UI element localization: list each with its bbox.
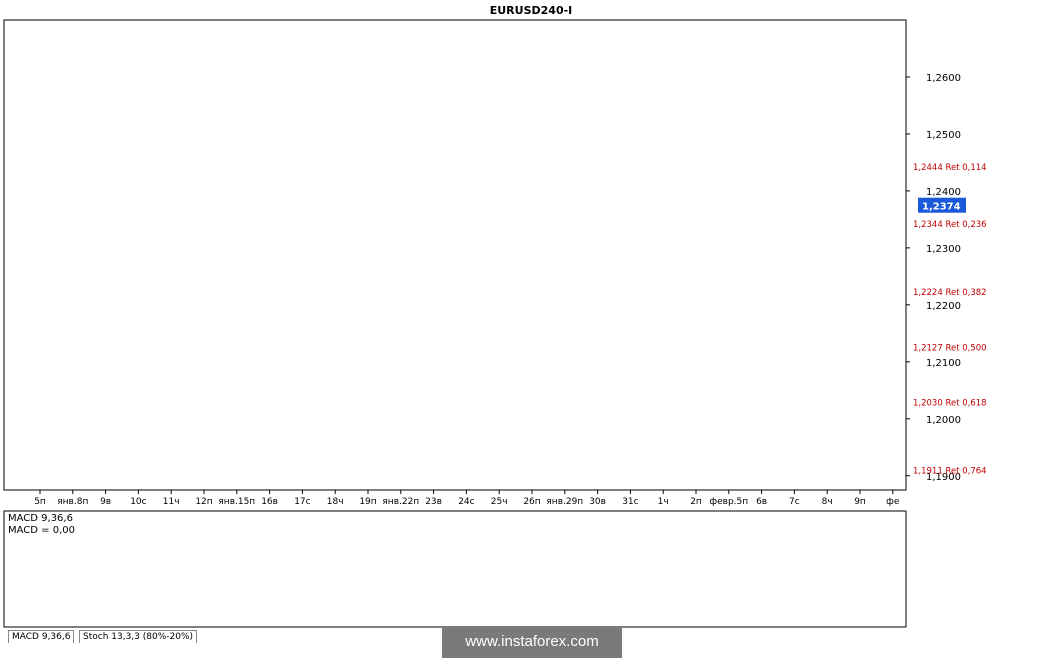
x-tick-label: 19п bbox=[359, 497, 376, 507]
fib-level-label: 1,2127 Ret 0,500 bbox=[913, 343, 987, 353]
x-tick-label: 30в bbox=[589, 497, 606, 507]
y-tick-label: 1,1900 bbox=[926, 472, 961, 483]
fib-level-label: 1,2030 Ret 0,618 bbox=[913, 399, 987, 409]
fib-level-label: 1,2344 Ret 0,236 bbox=[913, 220, 987, 230]
y-tick-label: 1,2200 bbox=[926, 301, 961, 312]
y-tick-label: 1,2000 bbox=[926, 415, 961, 426]
y-tick-label: 1,2400 bbox=[926, 187, 961, 198]
x-tick-label: 25ч bbox=[491, 497, 508, 507]
fib-level-label: 1,1911 Ret 0,764 bbox=[913, 466, 987, 476]
x-tick-label: 9п bbox=[854, 497, 866, 507]
x-tick-label: янв.29п bbox=[546, 497, 583, 507]
x-tick-label: 9в bbox=[100, 497, 111, 507]
x-tick-label: янв.8п bbox=[57, 497, 88, 507]
x-tick-label: фе bbox=[886, 497, 900, 507]
x-tick-label: 12п bbox=[195, 497, 212, 507]
x-tick-label: 8ч bbox=[822, 497, 833, 507]
x-tick-label: 17с bbox=[294, 497, 310, 507]
x-tick-label: 7с bbox=[789, 497, 800, 507]
y-tick-label: 1,2100 bbox=[926, 358, 961, 369]
y-tick-label: 1,2300 bbox=[926, 244, 961, 255]
current-price-label: 1,2374 bbox=[922, 202, 961, 213]
macd-value: MACD = 0,00 bbox=[8, 525, 75, 536]
x-tick-label: 6в bbox=[756, 497, 767, 507]
x-tick-label: 16в bbox=[261, 497, 278, 507]
y-tick-label: 1,2500 bbox=[926, 130, 961, 141]
x-tick-label: 2п bbox=[690, 497, 702, 507]
x-tick-label: 31с bbox=[622, 497, 638, 507]
macd-name: MACD 9,36,6 bbox=[8, 513, 73, 524]
fib-level-label: 1,2444 Ret 0,114 bbox=[913, 163, 987, 173]
x-tick-label: февр.5п bbox=[709, 497, 748, 507]
panel-tab-macd[interactable]: MACD 9,36,6 bbox=[8, 630, 75, 643]
x-tick-label: 5п bbox=[34, 497, 46, 507]
x-tick-label: 18ч bbox=[327, 497, 344, 507]
x-tick-label: 11ч bbox=[163, 497, 180, 507]
chart-title: EURUSD240-I bbox=[490, 4, 573, 17]
x-tick-label: 24с bbox=[458, 497, 474, 507]
x-tick-label: 10с bbox=[130, 497, 146, 507]
x-tick-label: 23в bbox=[425, 497, 442, 507]
current-price-box bbox=[918, 197, 966, 213]
y-tick-label: 1,2600 bbox=[926, 73, 961, 84]
x-tick-label: 1ч bbox=[658, 497, 669, 507]
x-tick-label: янв.22п bbox=[382, 497, 419, 507]
x-tick-label: 26п bbox=[523, 497, 540, 507]
fib-level-label: 1,2224 Ret 0,382 bbox=[913, 288, 987, 298]
x-tick-label: янв.15п bbox=[218, 497, 255, 507]
panel-tab-stoch[interactable]: Stoch 13,3,3 (80%-20%) bbox=[79, 630, 198, 643]
price-plot-border bbox=[3, 19, 907, 491]
watermark: www.instaforex.com bbox=[442, 626, 622, 658]
